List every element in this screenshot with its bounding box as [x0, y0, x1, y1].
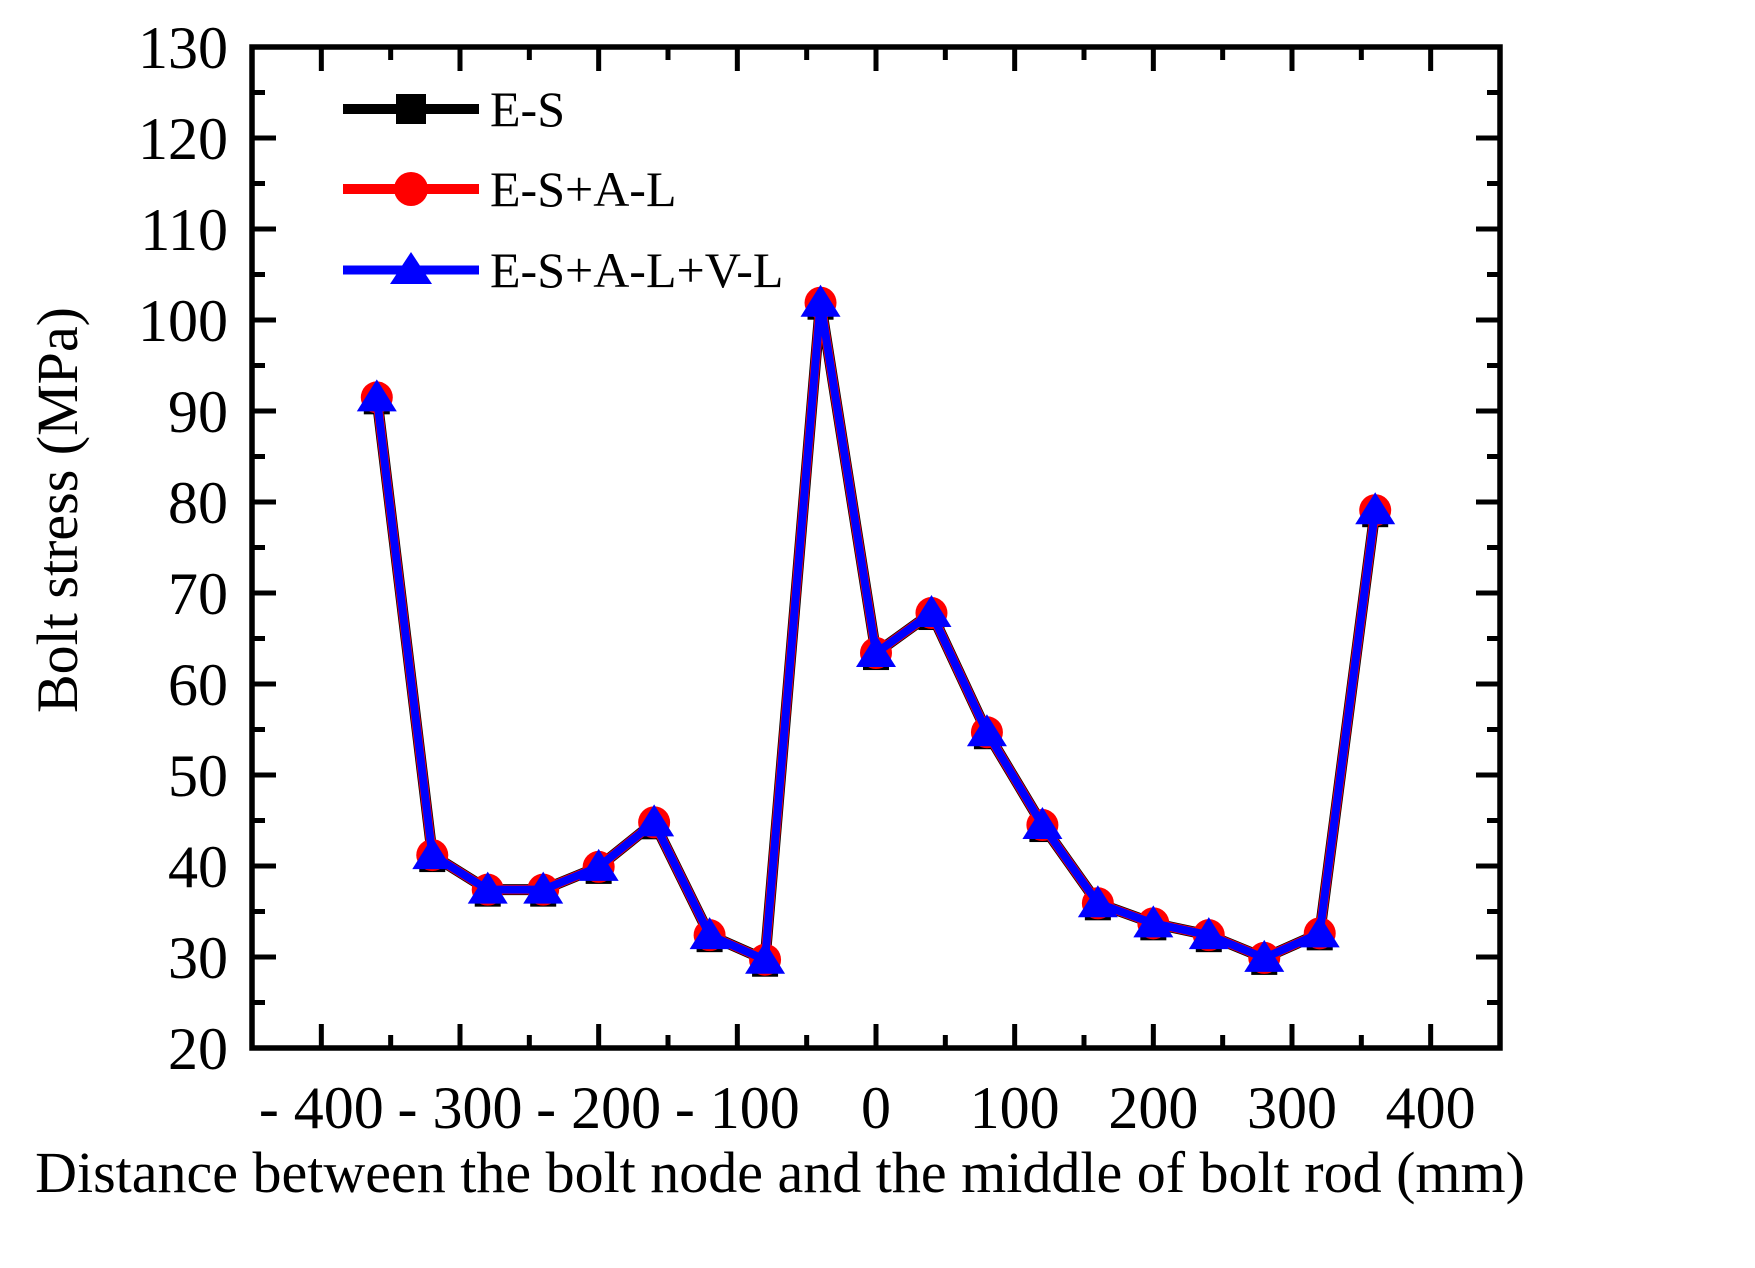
- x-tick-label: 200: [1108, 1075, 1198, 1141]
- marker-triangle-icon: [745, 941, 786, 974]
- marker-triangle-icon: [467, 871, 508, 904]
- y-axis-title: Bolt stress (MPa): [25, 307, 90, 713]
- series-e-s-a-l-v-l: [356, 284, 1396, 974]
- marker-triangle-icon: [578, 848, 619, 881]
- y-tick-label: 60: [168, 652, 228, 718]
- tick-labels: - 400- 300- 200- 100 0 100 200 300 400 20 30 40 5…: [138, 15, 1476, 1141]
- x-tick-label: 100: [970, 1075, 1060, 1141]
- series-line: [372, 298, 1380, 964]
- legend-item-3: [343, 252, 479, 284]
- plot-area: - 400- 300- 200- 100 0 100 200 300 400 20 30 40 5…: [138, 15, 1503, 1141]
- y-tick-label: 120: [138, 106, 228, 172]
- marker-triangle-icon: [523, 871, 564, 904]
- legend-label-es-al: E-S+A-L: [490, 161, 677, 217]
- y-tick-label: 50: [168, 743, 228, 809]
- marker-triangle-icon: [1299, 915, 1340, 948]
- x-tick-label: 0: [861, 1075, 891, 1141]
- y-tick-label: 90: [168, 379, 228, 445]
- marker-triangle-icon: [412, 837, 453, 870]
- marker-triangle-icon: [1244, 939, 1285, 972]
- legend-item-2: [343, 172, 479, 206]
- marker-triangle-icon: [1133, 905, 1174, 938]
- y-tick-label: 130: [138, 15, 228, 81]
- y-tick-label: 30: [168, 925, 228, 991]
- marker-triangle-icon: [390, 252, 432, 284]
- x-tick-label: - 300: [398, 1075, 523, 1141]
- legend: E-S E-S+A-L E-S+A-L+V-L: [343, 81, 783, 298]
- legend-item-1: [343, 94, 479, 124]
- plot-frame: [249, 44, 1503, 1051]
- marker-triangle-icon: [1077, 885, 1118, 918]
- x-tick-label: - 200: [536, 1075, 661, 1141]
- marker-triangle-icon: [911, 595, 952, 628]
- y-tick-label: 20: [168, 1016, 228, 1082]
- marker-triangle-icon: [800, 284, 841, 317]
- x-tick-label: - 400: [259, 1075, 384, 1141]
- marker-triangle-icon: [1022, 807, 1063, 840]
- y-tick-label: 100: [138, 288, 228, 354]
- marker-triangle-icon: [1188, 917, 1229, 950]
- y-tick-label: 80: [168, 470, 228, 536]
- x-tick-label: - 100: [675, 1075, 800, 1141]
- x-axis-title: Distance between the bolt node and the m…: [35, 1140, 1525, 1205]
- y-tick-label: 70: [168, 561, 228, 627]
- marker-triangle-icon: [634, 804, 675, 837]
- legend-label-es-al-vl: E-S+A-L+V-L: [490, 242, 783, 298]
- axis-ticks: [252, 47, 1500, 1048]
- marker-triangle-icon: [356, 379, 397, 412]
- marker-triangle-icon: [856, 635, 896, 668]
- x-tick-label: 300: [1247, 1075, 1337, 1141]
- marker-square-icon: [396, 94, 426, 124]
- marker-triangle-icon: [689, 917, 730, 950]
- y-tick-label: 110: [140, 197, 228, 263]
- marker-triangle-icon: [966, 714, 1007, 747]
- marker-circle-icon: [394, 172, 428, 206]
- y-tick-label: 40: [168, 834, 228, 900]
- marker-triangle-icon: [1355, 492, 1396, 525]
- legend-label-es: E-S: [490, 81, 565, 137]
- x-tick-label: 400: [1386, 1075, 1476, 1141]
